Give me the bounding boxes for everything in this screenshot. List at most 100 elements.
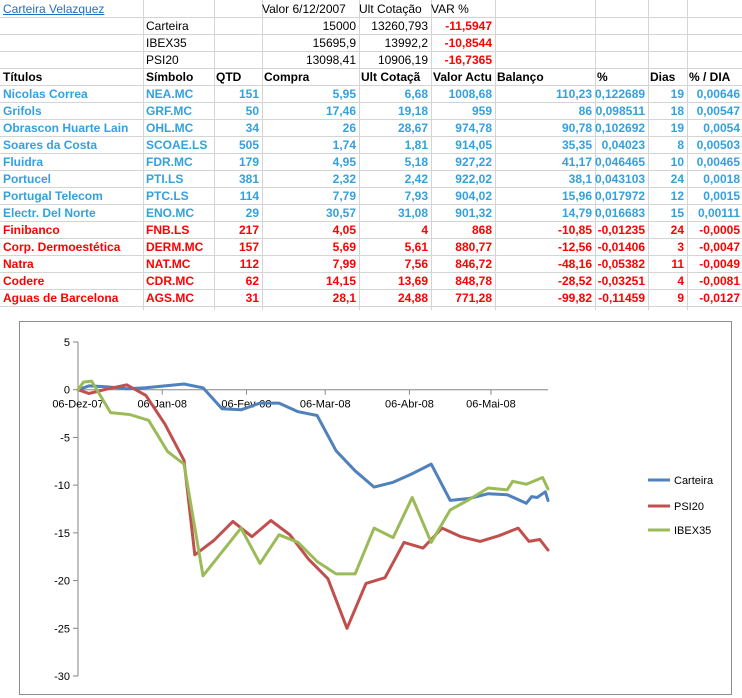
stock-value-cell[interactable]: 868 — [471, 223, 492, 237]
summary-name-cell[interactable]: IBEX35 — [146, 36, 187, 50]
column-header[interactable]: Balanço — [497, 70, 544, 84]
stock-symbol-cell[interactable]: GRF.MC — [146, 104, 192, 118]
stock-balance-cell[interactable]: 90,78 — [561, 121, 592, 135]
summary-valor-cell[interactable]: 15000 — [322, 19, 356, 33]
stock-balance-cell[interactable]: -12,56 — [557, 240, 592, 254]
column-header[interactable]: Compra — [264, 70, 310, 84]
column-header[interactable]: Dias — [650, 70, 676, 84]
stock-pct-day-cell[interactable]: 0,00646 — [696, 87, 740, 101]
stock-symbol-cell[interactable]: FNB.LS — [146, 223, 190, 237]
stock-buy-price-cell[interactable]: 7,99 — [332, 257, 356, 271]
stock-value-cell[interactable]: 927,22 — [455, 155, 492, 169]
stock-qty-cell[interactable]: 62 — [245, 274, 259, 288]
stock-pct-day-cell[interactable]: 0,00465 — [696, 155, 740, 169]
stock-value-cell[interactable]: 771,28 — [455, 291, 492, 305]
stock-pct-cell[interactable]: -0,01235 — [597, 223, 645, 237]
summary-var-cell[interactable]: -10,8544 — [444, 36, 492, 50]
stock-qty-cell[interactable]: 151 — [238, 87, 259, 101]
column-header[interactable]: Títulos — [3, 70, 43, 84]
stock-pct-day-cell[interactable]: -0,0127 — [699, 291, 740, 305]
stock-name-cell[interactable]: Nicolas Correa — [3, 87, 88, 101]
stock-pct-day-cell[interactable]: -0,0081 — [699, 274, 740, 288]
stock-last-price-cell[interactable]: 5,18 — [404, 155, 428, 169]
stock-value-cell[interactable]: 914,05 — [455, 138, 492, 152]
stock-last-price-cell[interactable]: 24,88 — [397, 291, 428, 305]
stock-days-cell[interactable]: 4 — [677, 274, 684, 288]
stock-buy-price-cell[interactable]: 17,46 — [325, 104, 356, 118]
column-header[interactable]: % / DIA — [689, 70, 731, 84]
stock-balance-cell[interactable]: 41,17 — [561, 155, 592, 169]
stock-pct-cell[interactable]: 0,043103 — [595, 172, 645, 186]
stock-value-cell[interactable]: 922,02 — [455, 172, 492, 186]
stock-symbol-cell[interactable]: FDR.MC — [146, 155, 193, 169]
stock-value-cell[interactable]: 974,78 — [455, 121, 492, 135]
stock-buy-price-cell[interactable]: 1,74 — [332, 138, 356, 152]
stock-days-cell[interactable]: 3 — [677, 240, 684, 254]
stock-symbol-cell[interactable]: OHL.MC — [146, 121, 194, 135]
stock-buy-price-cell[interactable]: 5,95 — [332, 87, 356, 101]
stock-buy-price-cell[interactable]: 2,32 — [332, 172, 356, 186]
stock-name-cell[interactable]: Obrascon Huarte Lain — [3, 121, 129, 135]
stock-buy-price-cell[interactable]: 4,05 — [332, 223, 356, 237]
stock-qty-cell[interactable]: 217 — [238, 223, 259, 237]
stock-value-cell[interactable]: 901,32 — [455, 206, 492, 220]
stock-pct-day-cell[interactable]: 0,0015 — [703, 189, 740, 203]
stock-pct-cell[interactable]: 0,017972 — [595, 189, 645, 203]
stock-days-cell[interactable]: 19 — [670, 121, 684, 135]
stock-qty-cell[interactable]: 114 — [239, 189, 259, 203]
stock-last-price-cell[interactable]: 6,68 — [404, 87, 428, 101]
stock-last-price-cell[interactable]: 7,56 — [404, 257, 428, 271]
stock-name-cell[interactable]: Codere — [3, 274, 45, 288]
stock-balance-cell[interactable]: -10,85 — [557, 223, 592, 237]
stock-days-cell[interactable]: 9 — [677, 291, 684, 305]
stock-pct-day-cell[interactable]: -0,0047 — [699, 240, 740, 254]
stock-pct-cell[interactable]: -0,05382 — [597, 257, 645, 271]
stock-last-price-cell[interactable]: 7,93 — [404, 189, 428, 203]
stock-buy-price-cell[interactable]: 14,15 — [325, 274, 356, 288]
summary-var-cell[interactable]: -11,5947 — [445, 19, 492, 33]
stock-pct-day-cell[interactable]: 0,0018 — [703, 172, 740, 186]
stock-buy-price-cell[interactable]: 4,95 — [332, 155, 356, 169]
stock-buy-price-cell[interactable]: 30,57 — [325, 206, 356, 220]
stock-buy-price-cell[interactable]: 5,69 — [332, 240, 356, 254]
stock-symbol-cell[interactable]: PTC.LS — [146, 189, 189, 203]
stock-balance-cell[interactable]: -99,82 — [557, 291, 592, 305]
stock-symbol-cell[interactable]: ENO.MC — [146, 206, 194, 220]
stock-last-price-cell[interactable]: 31,08 — [397, 206, 428, 220]
stock-last-price-cell[interactable]: 19,18 — [397, 104, 428, 118]
stock-buy-price-cell[interactable]: 28,1 — [332, 291, 356, 305]
stock-balance-cell[interactable]: -48,16 — [557, 257, 592, 271]
stock-symbol-cell[interactable]: AGS.MC — [146, 291, 194, 305]
stock-pct-cell[interactable]: 0,046465 — [595, 155, 645, 169]
stock-qty-cell[interactable]: 505 — [238, 138, 259, 152]
stock-pct-cell[interactable]: 0,098511 — [595, 104, 645, 118]
stock-symbol-cell[interactable]: PTI.LS — [146, 172, 184, 186]
stock-days-cell[interactable]: 18 — [670, 104, 684, 118]
stock-symbol-cell[interactable]: NAT.MC — [146, 257, 191, 271]
summary-ult-cell[interactable]: 10906,19 — [377, 53, 428, 67]
stock-balance-cell[interactable]: -28,52 — [557, 274, 592, 288]
stock-qty-cell[interactable]: 31 — [245, 291, 259, 305]
stock-last-price-cell[interactable]: 1,81 — [404, 138, 428, 152]
column-header[interactable]: Ult Cotaçã — [361, 70, 421, 84]
stock-value-cell[interactable]: 959 — [471, 104, 492, 118]
stock-name-cell[interactable]: Fluidra — [3, 155, 44, 169]
stock-value-cell[interactable]: 848,78 — [455, 274, 492, 288]
stock-days-cell[interactable]: 24 — [670, 172, 684, 186]
stock-days-cell[interactable]: 15 — [670, 206, 684, 220]
stock-days-cell[interactable]: 19 — [670, 87, 684, 101]
stock-symbol-cell[interactable]: DERM.MC — [146, 240, 204, 254]
stock-last-price-cell[interactable]: 28,67 — [397, 121, 428, 135]
stock-value-cell[interactable]: 846,72 — [455, 257, 492, 271]
stock-name-cell[interactable]: Aguas de Barcelona — [3, 291, 119, 305]
stock-qty-cell[interactable]: 34 — [245, 121, 259, 135]
stock-days-cell[interactable]: 24 — [670, 223, 684, 237]
header-var-pct[interactable]: VAR % — [431, 2, 469, 16]
stock-value-cell[interactable]: 904,02 — [455, 189, 492, 203]
stock-pct-cell[interactable]: 0,102692 — [595, 121, 645, 135]
stock-last-price-cell[interactable]: 4 — [421, 223, 428, 237]
stock-pct-day-cell[interactable]: 0,00547 — [696, 104, 740, 118]
stock-balance-cell[interactable]: 38,1 — [568, 172, 592, 186]
stock-pct-cell[interactable]: -0,11459 — [598, 291, 645, 305]
stock-pct-day-cell[interactable]: 0,00111 — [697, 206, 740, 220]
